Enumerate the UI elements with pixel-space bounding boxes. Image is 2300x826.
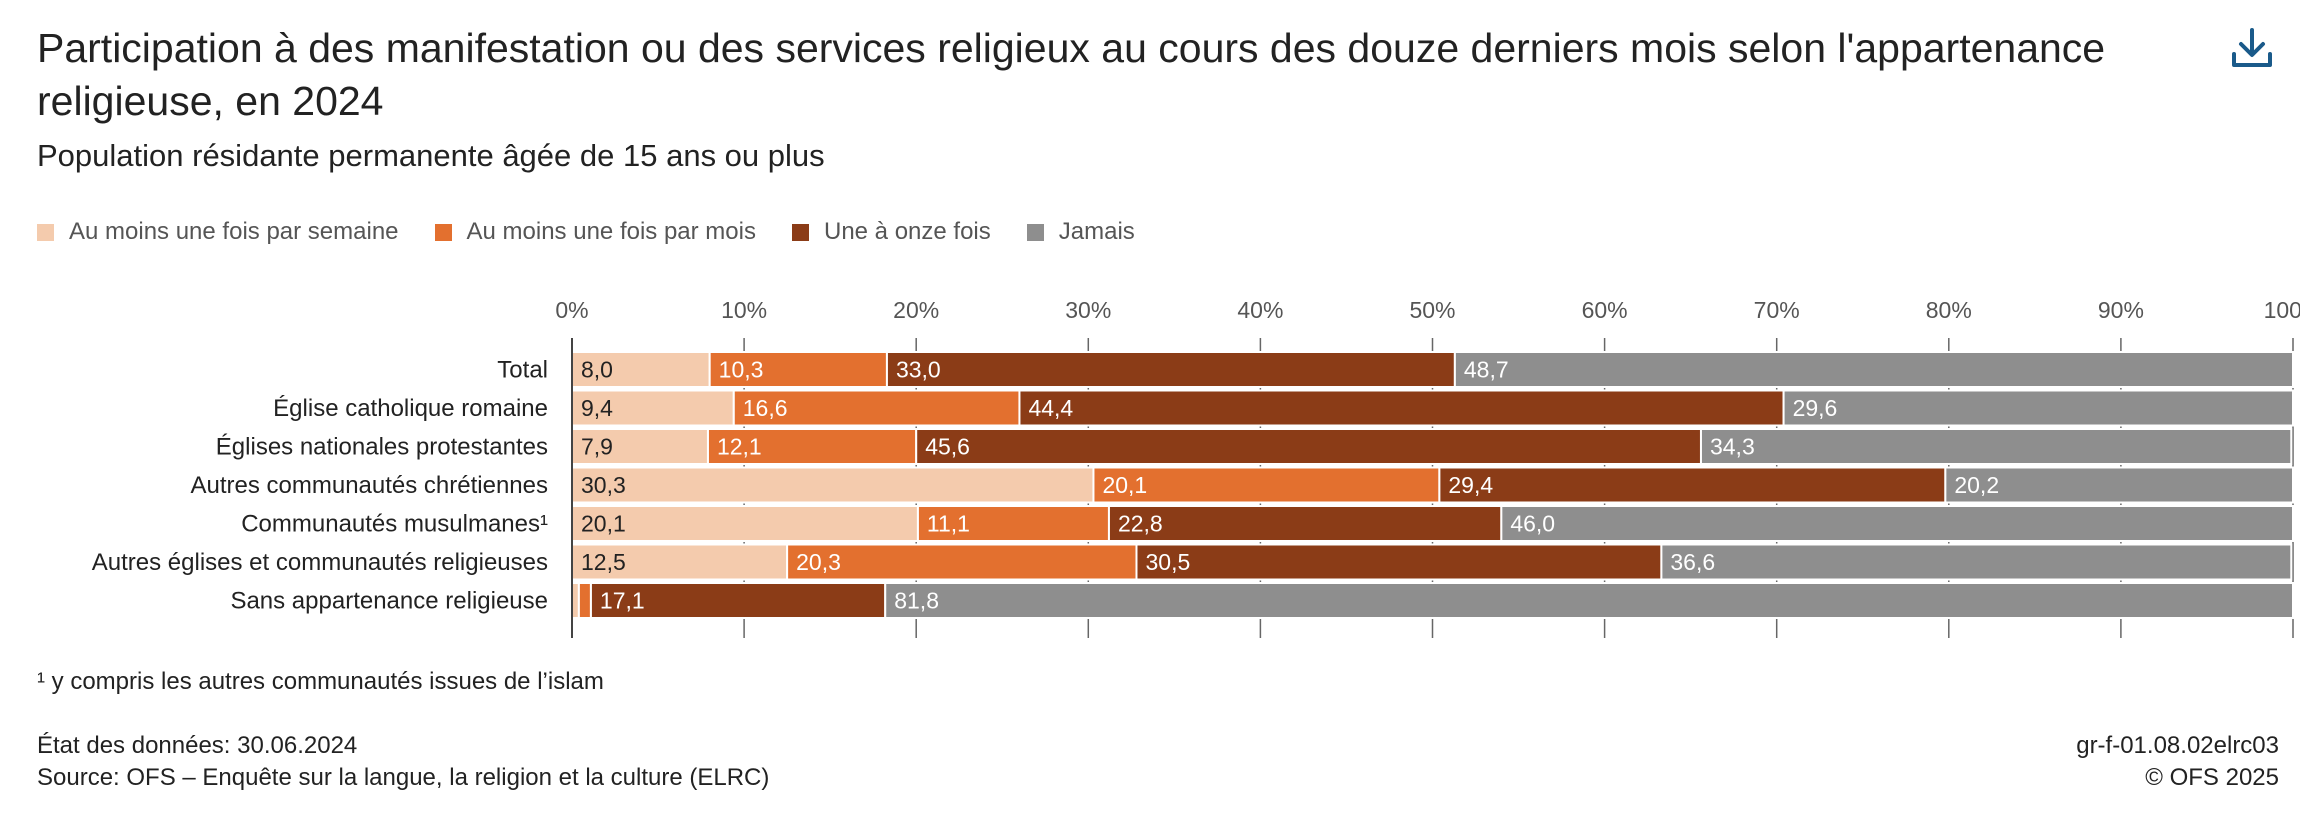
copyright: © OFS 2025 [2145,764,2279,791]
data-label: 81,8 [894,588,939,614]
x-tick-label: 30% [1065,297,1111,323]
bar-segment [786,543,1138,581]
bar-segment [1135,543,1663,581]
legend-item-1[interactable]: Au moins une fois par semaine [37,218,399,246]
data-label: 20,2 [1954,472,1999,498]
legend-label: Au moins une fois par semaine [69,218,399,245]
bar-segment [915,428,1702,465]
data-label: 29,4 [1448,472,1493,498]
bar-segment [885,351,1456,388]
x-tick-label: 90% [2098,297,2144,323]
legend-swatch [37,223,54,241]
data-label: 46,0 [1510,511,1555,537]
bar-segment [1018,389,1785,427]
category-label: Église catholique romaine [273,395,548,422]
bar-segment [1438,466,1947,504]
data-label: 29,6 [1793,395,1838,421]
x-tick-label: 0% [555,297,588,323]
legend-swatch [1026,223,1044,241]
bar-segment [1500,505,2294,542]
data-label: 12,1 [717,434,762,460]
data-label: 10,3 [719,357,764,383]
bar-segment [1699,428,2293,465]
x-tick-label: 60% [1582,297,1628,323]
chart-code: gr-f-01.08.02elrc03 [2076,732,2279,759]
x-tick-label: 70% [1754,297,1800,323]
x-tick-label: 20% [893,297,939,323]
bar-segment [571,466,1095,504]
legend-item-4[interactable]: Jamais [1026,218,1135,246]
data-label: 36,6 [1670,549,1715,575]
x-tick-label: 50% [1409,297,1455,323]
bar-segment [571,582,580,619]
chart-subtitle: Population résidante permanente âgée de … [37,138,825,173]
x-tick-label: 80% [1926,297,1972,323]
bar-segment [1107,505,1503,542]
data-label: 11,1 [927,511,970,537]
footnote: ¹ y compris les autres communautés issue… [37,668,604,695]
legend-item-3[interactable]: Une à onze fois [791,218,991,246]
download-button[interactable] [2226,22,2278,74]
bar-segment [884,582,2294,619]
data-label: 30,3 [581,472,626,498]
bar-segment [571,428,709,465]
data-label: 16,6 [743,395,788,421]
legend-label: Jamais [1058,218,1135,245]
data-label: 17,1 [600,588,645,614]
chart-svg: 0% 10% 20% 30% 40% 50% 60% 70% 80% 90% 100% Total 8,… [92,297,2300,638]
category-label: Autres églises et communautés religieuse… [92,549,548,576]
data-label: 20,1 [581,511,626,537]
category-label: Églises nationales protestantes [216,434,548,461]
legend-swatch [434,223,452,241]
source-note: Source: OFS – Enquête sur la langue, la … [37,764,770,791]
data-label: 12,5 [581,549,626,575]
bar-segment [589,582,887,619]
data-label: 48,7 [1464,357,1509,383]
category-label: Autres communautés chrétiennes [190,472,548,499]
bar-segment [577,582,592,619]
data-label: 44,4 [1028,395,1073,421]
x-tick-label: 40% [1237,297,1283,323]
legend-swatch [791,223,809,241]
download-icon [2232,28,2272,67]
data-label: 7,9 [581,434,613,460]
data-label: 8,0 [581,357,613,383]
data-label: 33,0 [896,357,941,383]
data-label: 30,5 [1145,549,1190,575]
data-label: 20,1 [1102,472,1147,498]
bar-segment [1453,351,2295,388]
bar-segment [1660,543,2293,581]
data-label: 20,3 [796,549,841,575]
x-tick-label: 10% [721,297,767,323]
chart-legend: Au moins une fois par semaine Au moins un… [37,218,1171,246]
data-label: 9,4 [581,395,613,421]
legend-label: Au moins une fois par mois [466,218,756,245]
data-label: 45,6 [925,434,970,460]
category-label: Total [497,357,548,384]
data-label: 22,8 [1118,511,1163,537]
bar-segment [571,505,919,542]
category-label: Sans appartenance religieuse [230,588,548,615]
legend-label: Une à onze fois [823,218,991,245]
data-status: État des données: 30.06.2024 [37,732,358,759]
legend-item-2[interactable]: Au moins une fois par mois [434,218,756,246]
bar-segment [1782,389,2294,427]
category-label: Communautés musulmanes¹ [241,511,548,538]
bar-segment [1944,466,2295,504]
data-label: 34,3 [1710,434,1755,460]
chart-title: Participation à des manifestation ou des… [37,25,2106,124]
bar-segment [706,428,918,465]
x-tick-label: 100% [2264,297,2300,323]
